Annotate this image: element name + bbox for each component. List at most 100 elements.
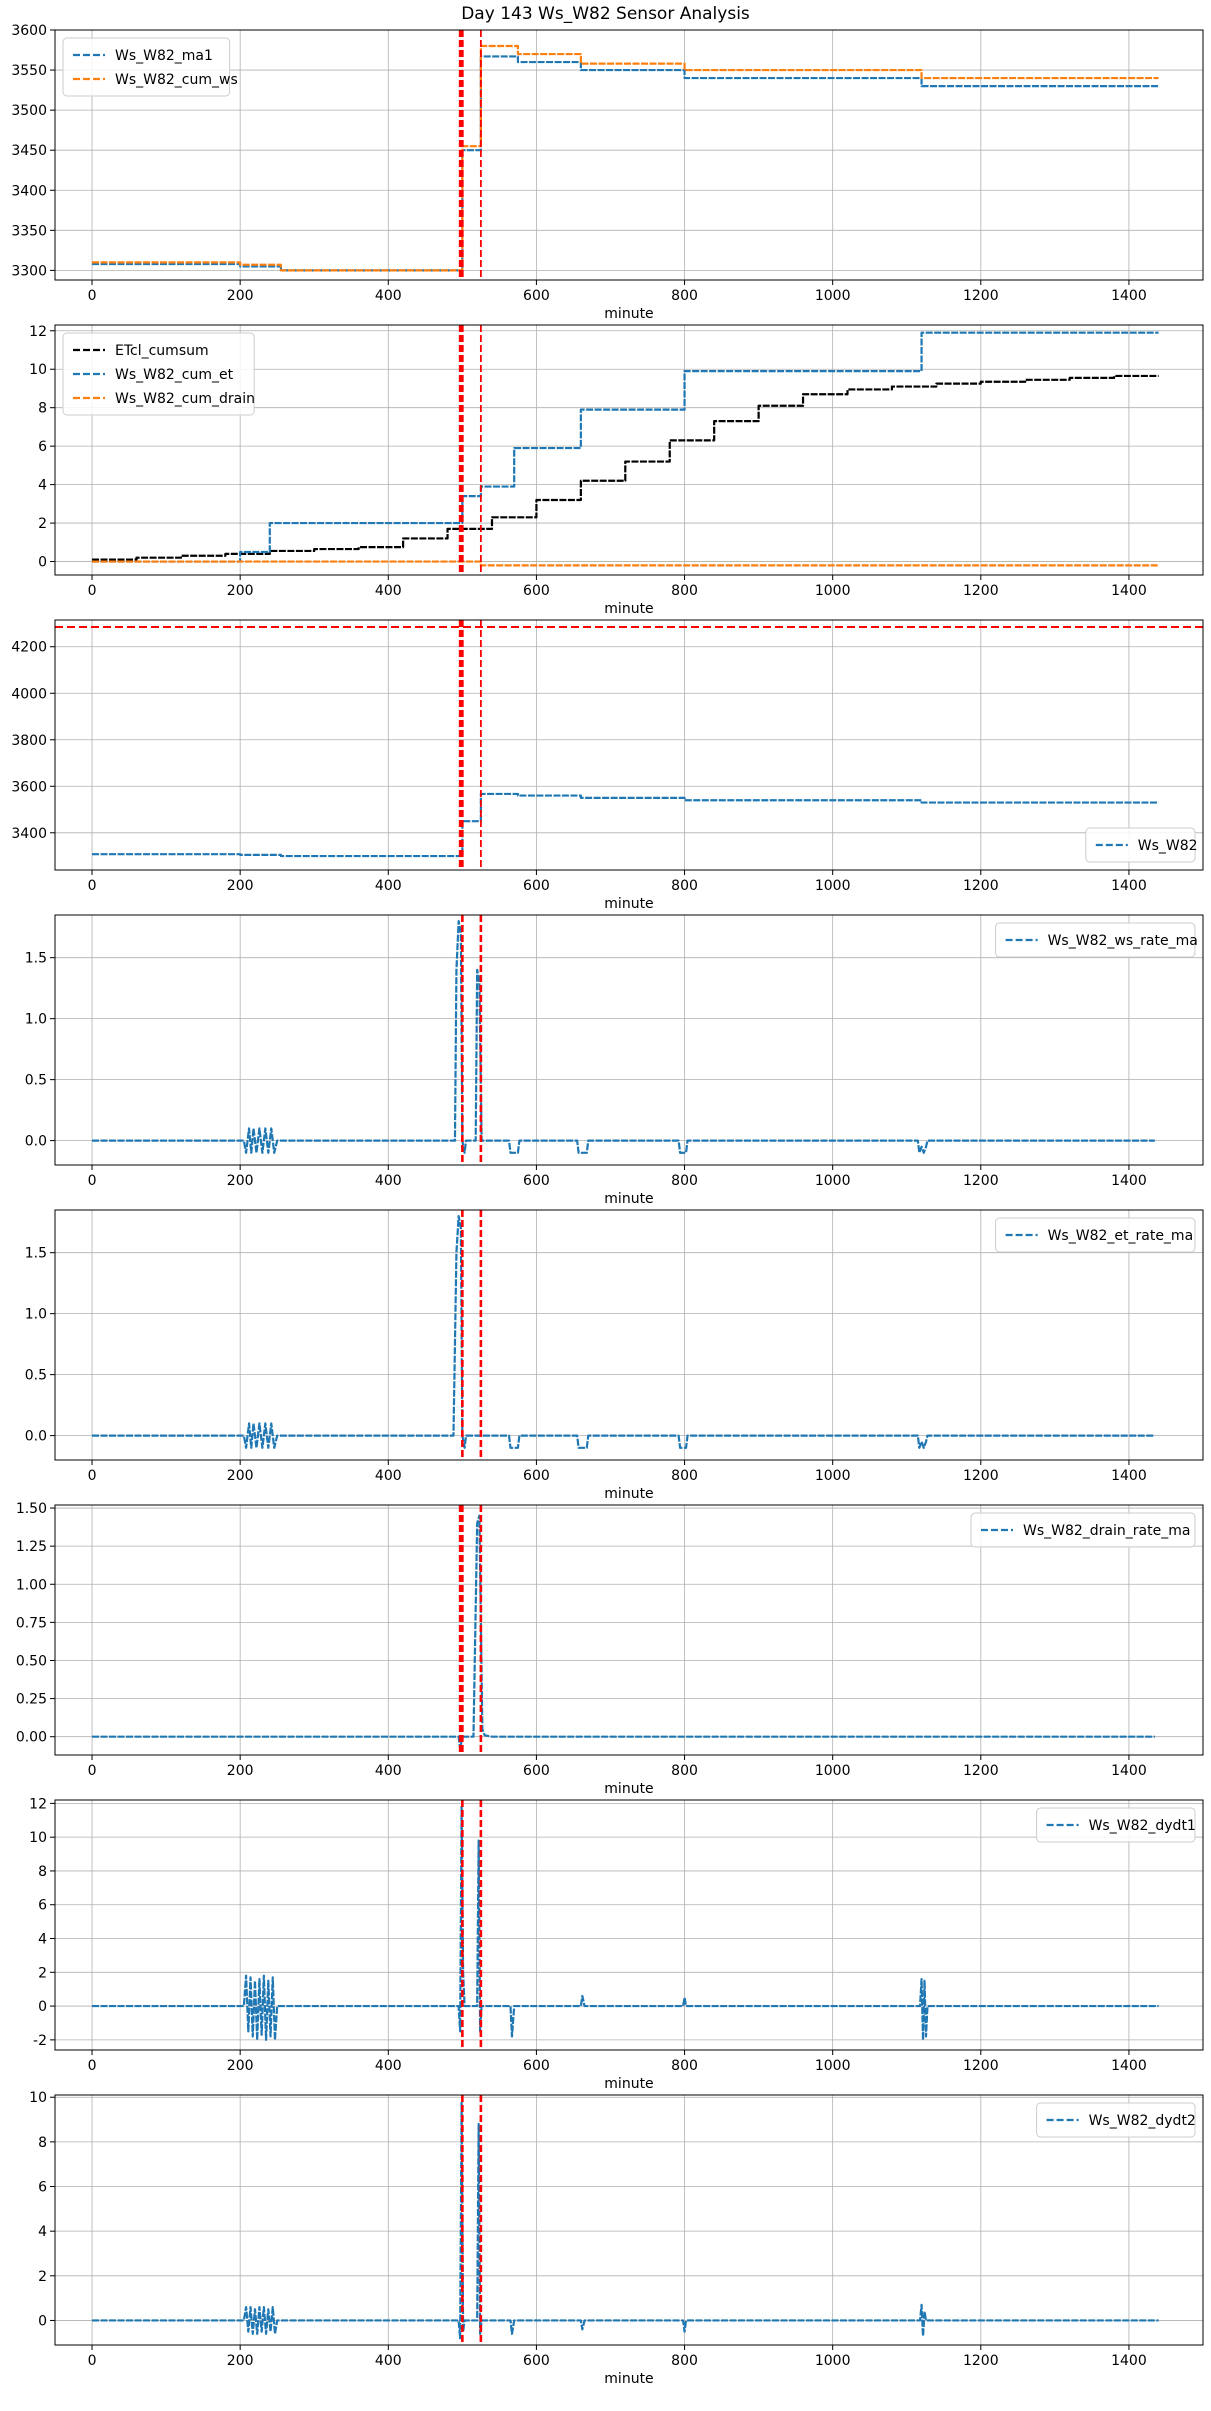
x-tick-label: 1200 xyxy=(963,2058,999,2074)
x-tick-label: 800 xyxy=(671,1468,698,1484)
x-tick-label: 400 xyxy=(375,288,402,304)
legend-label: Ws_W82_ws_rate_ma xyxy=(1048,933,1198,949)
series-line-Ws_W82_dydt2 xyxy=(92,2100,1159,2340)
y-tick-label: -2 xyxy=(33,2033,47,2049)
x-tick-label: 0 xyxy=(88,1763,97,1779)
x-tick-label: 0 xyxy=(88,2353,97,2369)
legend: Ws_W82_et_rate_ma xyxy=(995,1217,1196,1253)
x-axis-label: minute xyxy=(604,601,653,617)
legend-box xyxy=(995,922,1196,958)
legend-label: Ws_W82_dydt1 xyxy=(1089,1818,1196,1834)
x-tick-label: 400 xyxy=(375,2058,402,2074)
series-line-Ws_W82_ma1 xyxy=(92,55,1159,272)
x-tick-label: 1400 xyxy=(1111,288,1147,304)
y-tick-label: 4 xyxy=(38,478,47,494)
x-tick-label: 200 xyxy=(227,288,254,304)
y-tick-label: 0.0 xyxy=(25,1134,47,1150)
y-tick-label: 3600 xyxy=(11,23,47,39)
legend: Ws_W82 xyxy=(1085,827,1198,863)
plot-area xyxy=(92,915,1155,1165)
legend-label: Ws_W82 xyxy=(1138,838,1198,854)
plot-area xyxy=(92,1210,1155,1460)
legend-box xyxy=(1036,2102,1196,2138)
y-tick-label: 3350 xyxy=(11,223,47,239)
legend: ETcl_cumsum Ws_W82_cum_et Ws_W82_cum_drain xyxy=(62,332,255,416)
chart-panel-3: 0 200 400 600 800 1000 1200 1400 3400 3600 3800 400… xyxy=(11,619,1204,912)
x-tick-label: 1400 xyxy=(1111,583,1147,599)
x-tick-label: 0 xyxy=(88,1468,97,1484)
x-tick-label: 400 xyxy=(375,1173,402,1189)
y-tick-label: 1.50 xyxy=(16,1501,47,1517)
series-line-Ws_W82_ws_rate_ma xyxy=(92,919,1155,1154)
x-axis-label: minute xyxy=(604,896,653,912)
series-line-Ws_W82_cum_ws xyxy=(92,44,1159,272)
x-tick-label: 1000 xyxy=(815,288,851,304)
x-tick-label: 200 xyxy=(227,1763,254,1779)
axes-frame xyxy=(54,324,1204,576)
y-tick-label: 12 xyxy=(29,324,47,340)
y-tick-label: 0.5 xyxy=(25,1368,47,1384)
x-tick-label: 1000 xyxy=(815,583,851,599)
legend-box xyxy=(1085,827,1196,863)
legend: Ws_W82_dydt2 xyxy=(1036,2102,1196,2138)
chart-panel-2: 0 200 400 600 800 1000 1200 1400 0 2 4 6 8 10 12 minute… xyxy=(29,324,1204,617)
x-tick-label: 400 xyxy=(375,2353,402,2369)
y-tick-label: 1.5 xyxy=(25,1246,47,1262)
legend-label: Ws_W82_drain_rate_ma xyxy=(1023,1523,1190,1539)
y-tick-label: 1.00 xyxy=(16,1577,47,1593)
x-tick-label: 1000 xyxy=(815,1173,851,1189)
x-tick-label: 0 xyxy=(88,583,97,599)
x-tick-label: 1000 xyxy=(815,2058,851,2074)
y-tick-label: 3600 xyxy=(11,779,47,795)
x-tick-label: 200 xyxy=(227,1173,254,1189)
x-tick-label: 1400 xyxy=(1111,1173,1147,1189)
x-tick-label: 1200 xyxy=(963,1173,999,1189)
y-tick-label: 3800 xyxy=(11,733,47,749)
figure-title: Day 143 Ws_W82 Sensor Analysis xyxy=(461,4,750,24)
y-tick-label: 2 xyxy=(38,516,47,532)
x-tick-label: 600 xyxy=(523,2353,550,2369)
axes-frame xyxy=(54,29,1204,281)
x-tick-label: 200 xyxy=(227,2353,254,2369)
y-tick-label: 3400 xyxy=(11,826,47,842)
y-tick-label: 2 xyxy=(38,2269,47,2285)
series-line-Ws_W82 xyxy=(92,792,1159,858)
x-tick-label: 0 xyxy=(88,878,97,894)
legend-label: Ws_W82_dydt2 xyxy=(1089,2113,1196,2129)
chart-panel-6: 0 200 400 600 800 1000 1200 1400 0.00 0.25 0.50 0.7… xyxy=(16,1501,1204,1797)
legend-label: Ws_W82_ma1 xyxy=(115,48,213,64)
chart-panel-1: 0 200 400 600 800 1000 1200 1400 3300 3350 3400 345… xyxy=(11,23,1204,322)
x-tick-label: 800 xyxy=(671,2058,698,2074)
series-line-Ws_W82_drain_rate_ma xyxy=(92,1514,1155,1750)
y-tick-label: 0.0 xyxy=(25,1429,47,1445)
x-tick-label: 1400 xyxy=(1111,1763,1147,1779)
x-tick-label: 1200 xyxy=(963,1763,999,1779)
chart-panel-7: 0 200 400 600 800 1000 1200 1400 -2 0 2 4 6 8 10 12 minu… xyxy=(29,1796,1204,2092)
y-tick-label: 0.75 xyxy=(16,1615,47,1631)
legend: Ws_W82_ws_rate_ma xyxy=(995,922,1198,958)
x-tick-label: 400 xyxy=(375,878,402,894)
x-tick-label: 1400 xyxy=(1111,1468,1147,1484)
x-tick-label: 200 xyxy=(227,1468,254,1484)
x-tick-label: 600 xyxy=(523,1763,550,1779)
y-tick-label: 0 xyxy=(38,2313,47,2329)
y-tick-label: 6 xyxy=(38,2180,47,2196)
y-tick-label: 3550 xyxy=(11,63,47,79)
y-tick-label: 0.25 xyxy=(16,1692,47,1708)
y-tick-label: 10 xyxy=(29,2090,47,2106)
x-tick-label: 600 xyxy=(523,1468,550,1484)
y-tick-label: 1.0 xyxy=(25,1307,47,1323)
legend: Ws_W82_ma1 Ws_W82_cum_ws xyxy=(62,37,238,97)
legend-label: Ws_W82_cum_ws xyxy=(115,72,238,88)
x-tick-label: 600 xyxy=(523,288,550,304)
y-tick-label: 4200 xyxy=(11,640,47,656)
y-tick-label: 1.5 xyxy=(25,951,47,967)
x-tick-label: 200 xyxy=(227,2058,254,2074)
plot-area xyxy=(92,30,1159,280)
legend-label: Ws_W82_cum_et xyxy=(115,367,234,383)
x-axis-label: minute xyxy=(604,306,653,322)
axes-frame xyxy=(54,1504,1204,1756)
y-tick-label: 0 xyxy=(38,1999,47,2015)
x-tick-label: 1400 xyxy=(1111,2058,1147,2074)
